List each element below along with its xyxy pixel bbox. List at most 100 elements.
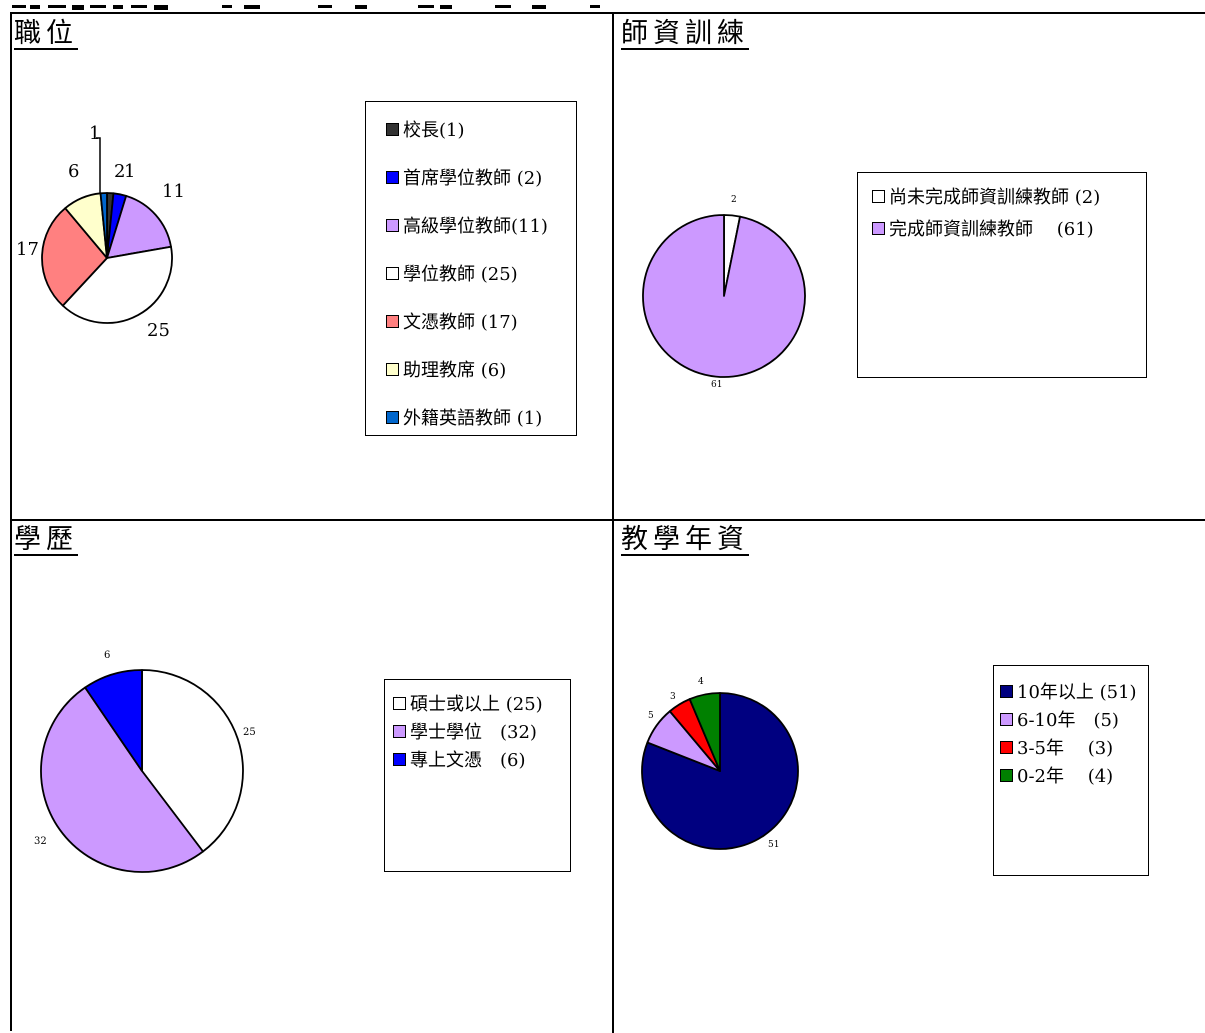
leader-line-principal — [96, 137, 101, 194]
chart-grid: 職位 師資訓練 學歷 教學年資 1 2 11 25 17 6 1 2 61 25 32 6 51 5… — [10, 12, 1205, 1033]
legend-item: 0-2年 (4) — [1000, 762, 1113, 788]
legend-label: 尚未完成師資訓練教師 (2) — [889, 187, 1101, 208]
legend-label: 0-2年 (4) — [1017, 766, 1114, 787]
pie-chart-teacher-training: 2 61 — [642, 195, 806, 390]
legend-swatch — [393, 752, 406, 766]
legend-swatch — [386, 362, 399, 376]
legend-item: 外籍英語教師 (1) — [386, 404, 542, 430]
legend-label: 外籍英語教師 (1) — [403, 408, 543, 429]
legend-label: 完成師資訓練教師 (61) — [889, 219, 1094, 240]
legend-item: 10年以上 (51) — [1000, 678, 1137, 704]
legend-item: 完成師資訓練教師 (61) — [872, 215, 1094, 241]
legend-item: 學位教師 (25) — [386, 260, 518, 286]
legend-swatch — [393, 696, 406, 710]
legend-label: 文憑教師 (17) — [403, 312, 518, 333]
pie-slice — [61, 245, 173, 324]
legend-label: 學士學位 (32) — [410, 722, 537, 743]
legend-label: 校長(1) — [403, 120, 465, 141]
data-label: 6 — [68, 161, 79, 182]
legend-swatch — [386, 122, 399, 136]
pie-slice — [642, 214, 806, 378]
legend-education: 碩士或以上 (25) 學士學位 (32) 專上文憑 (6) — [384, 679, 571, 872]
legend-teacher-training: 尚未完成師資訓練教師 (2) 完成師資訓練教師 (61) — [857, 172, 1147, 378]
pie-slice — [40, 686, 204, 873]
legend-label: 助理教席 (6) — [403, 360, 507, 381]
legend-label: 碩士或以上 (25) — [410, 694, 543, 715]
legend-label: 專上文憑 (6) — [410, 750, 526, 771]
legend-item: 助理教席 (6) — [386, 356, 506, 382]
data-label: 1 — [124, 161, 135, 182]
legend-item: 碩士或以上 (25) — [393, 690, 543, 716]
legend-swatch — [1000, 684, 1013, 698]
legend-label: 6-10年 (5) — [1017, 710, 1119, 731]
legend-swatch — [386, 314, 399, 328]
data-label: 4 — [698, 677, 704, 687]
data-label: 1 — [89, 123, 100, 144]
panel-title-teaching-years: 教學年資 — [621, 524, 749, 555]
legend-swatch — [386, 266, 399, 280]
data-label: 2 — [731, 195, 737, 205]
data-label: 61 — [711, 380, 722, 390]
legend-item: 學士學位 (32) — [393, 718, 537, 744]
pie-slice — [688, 692, 721, 772]
pie-slice — [141, 669, 244, 853]
legend-item: 文憑教師 (17) — [386, 308, 518, 334]
data-label: 51 — [768, 840, 779, 850]
pie-chart-education: 25 32 6 — [34, 650, 256, 873]
data-label: 32 — [34, 836, 47, 847]
cut-off-heading-fragments — [12, 5, 600, 10]
pie-chart-teaching-years: 51 5 3 4 — [641, 677, 799, 850]
pie-slice — [106, 194, 172, 259]
pie-slice — [84, 669, 143, 772]
legend-label: 首席學位教師 (2) — [403, 168, 543, 189]
data-label: 11 — [162, 181, 185, 202]
pie-chart-education-slices — [40, 669, 244, 873]
pie-chart-teacher-training-labels: 2 61 — [711, 195, 737, 390]
legend-swatch — [1000, 768, 1013, 782]
data-label: 2 — [114, 161, 125, 182]
cut-off-heading — [0, 0, 1205, 10]
legend-swatch — [386, 410, 399, 424]
legend-swatch — [393, 724, 406, 738]
panel-title-teacher-training: 師資訓練 — [621, 18, 749, 49]
legend-swatch — [872, 221, 885, 235]
pie-chart-teaching-years-labels: 51 5 3 4 — [648, 677, 779, 850]
data-label: 6 — [104, 650, 110, 661]
data-label: 5 — [648, 711, 654, 721]
pie-chart-teacher-training-slices — [642, 214, 806, 378]
legend-item: 首席學位教師 (2) — [386, 164, 542, 190]
legend-item: 3-5年 (3) — [1000, 734, 1113, 760]
pie-chart-teaching-years-slices — [641, 692, 799, 850]
legend-item: 專上文憑 (6) — [393, 746, 526, 772]
panel-title-position: 職位 — [14, 18, 78, 49]
pie-slice — [41, 207, 108, 307]
legend-item: 尚未完成師資訓練教師 (2) — [872, 183, 1100, 209]
legend-swatch — [386, 218, 399, 232]
pie-slice — [641, 692, 799, 850]
pie-chart-education-labels: 25 32 6 — [34, 650, 256, 847]
data-label: 3 — [670, 692, 676, 702]
legend-item: 6-10年 (5) — [1000, 706, 1119, 732]
legend-swatch — [872, 189, 885, 203]
data-label: 25 — [243, 727, 256, 738]
legend-item: 高級學位教師(11) — [386, 212, 548, 238]
panel-title-education: 學歷 — [14, 524, 78, 555]
legend-item: 校長(1) — [386, 116, 465, 142]
legend-label: 3-5年 (3) — [1017, 738, 1114, 759]
legend-position: 校長(1) 首席學位教師 (2) 高級學位教師(11) 學位教師 (25) 文憑… — [365, 101, 577, 436]
data-label: 25 — [147, 320, 170, 341]
legend-label: 學位教師 (25) — [403, 264, 518, 285]
data-label: 17 — [16, 239, 39, 260]
pie-chart-position-slices — [41, 192, 173, 324]
legend-label: 10年以上 (51) — [1017, 682, 1137, 703]
legend-teaching-years: 10年以上 (51) 6-10年 (5) 3-5年 (3) 0-2年 (4) — [993, 665, 1149, 876]
legend-label: 高級學位教師(11) — [403, 216, 548, 237]
legend-swatch — [386, 170, 399, 184]
legend-swatch — [1000, 712, 1013, 726]
horizontal-divider — [12, 519, 1205, 521]
legend-swatch — [1000, 740, 1013, 754]
vertical-divider — [612, 14, 614, 1033]
